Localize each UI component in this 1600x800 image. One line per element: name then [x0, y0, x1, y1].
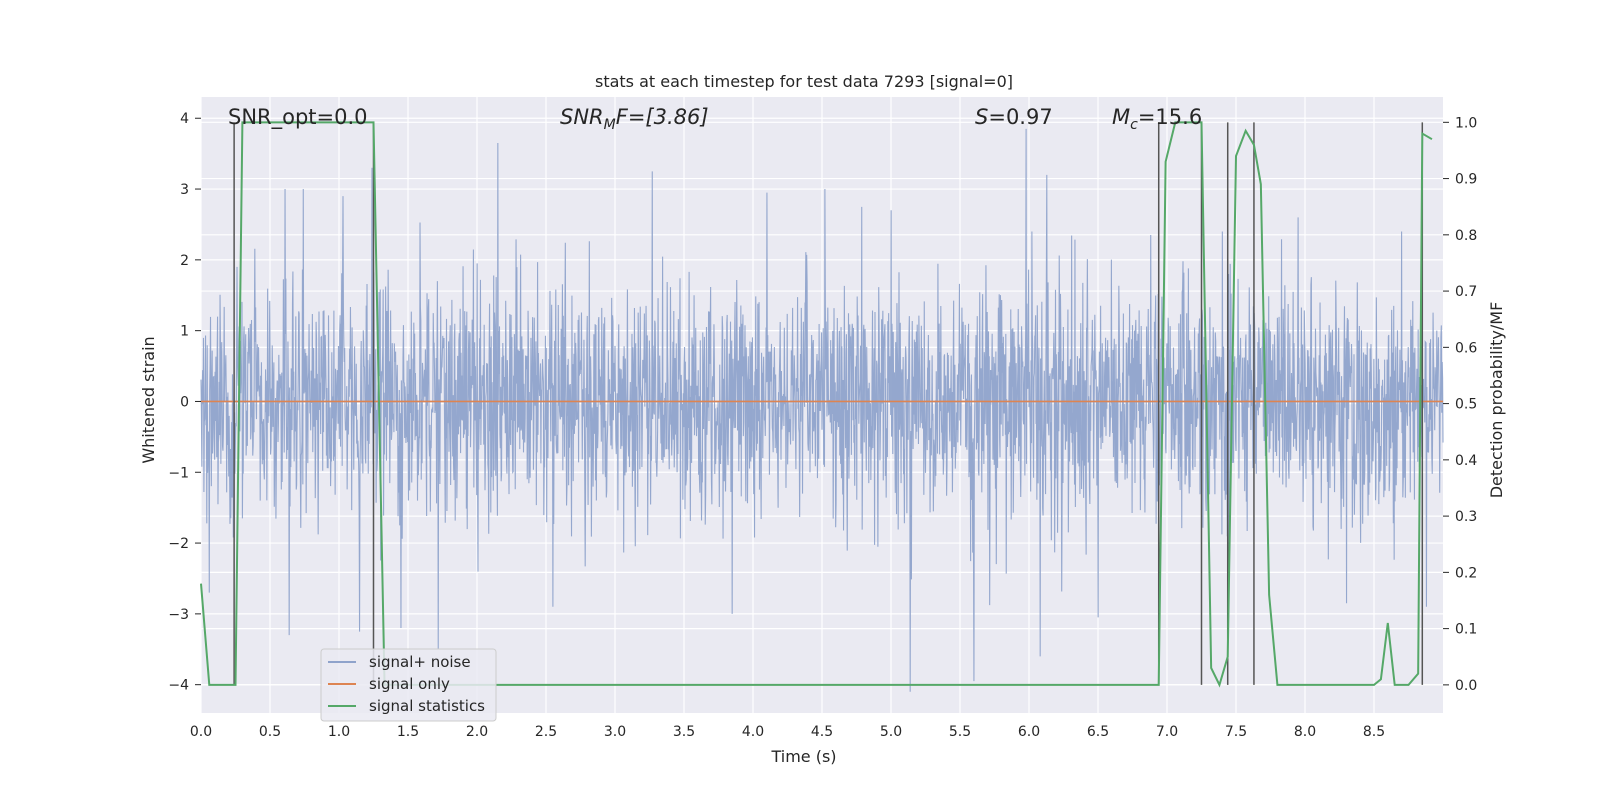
x-tick-label: 0.0	[190, 724, 212, 740]
x-tick-label: 7.5	[1225, 724, 1247, 740]
x-tick-label: 6.0	[1018, 724, 1040, 740]
legend-label-signal-noise: signal+ noise	[369, 653, 471, 671]
y-tick-label: −3	[168, 607, 189, 623]
mc-annotation: Mc=15.6	[1112, 105, 1202, 133]
snr-mf-value: F=[3.86]	[616, 105, 709, 129]
y-right-tick-label: 0.3	[1455, 509, 1477, 525]
chart-title: stats at each timestep for test data 729…	[595, 72, 1013, 91]
y-tick-label: 1	[180, 324, 189, 340]
s-value: =0.97	[988, 105, 1052, 129]
x-tick-label: 8.0	[1294, 724, 1316, 740]
y-right-tick-label: 0.8	[1455, 228, 1477, 244]
y-right-tick-label: 1.0	[1455, 115, 1477, 131]
x-tick-label: 3.5	[673, 724, 695, 740]
x-tick-label: 0.5	[259, 724, 281, 740]
mc-value: =15.6	[1138, 105, 1202, 129]
y-right-tick-label: 0.5	[1455, 397, 1477, 413]
snr-mf-annotation: SNRMF=[3.86]	[560, 105, 709, 133]
x-tick-label: 7.0	[1156, 724, 1178, 740]
x-axis-label: Time (s)	[770, 747, 836, 766]
y-right-tick-label: 0.7	[1455, 284, 1477, 300]
legend-label-signal-only: signal only	[369, 675, 450, 693]
mc-prefix: M	[1112, 105, 1130, 129]
y-right-tick-label: 0.4	[1455, 453, 1477, 469]
x-tick-label: 4.0	[742, 724, 764, 740]
y-right-tick-label: 0.9	[1455, 172, 1477, 188]
legend-label-signal-statistics: signal statistics	[369, 697, 485, 715]
y-tick-label: 3	[180, 182, 189, 198]
x-tick-label: 5.5	[949, 724, 971, 740]
s-annotation: S=0.97	[975, 105, 1053, 129]
x-tick-label: 2.5	[535, 724, 557, 740]
s-prefix: S	[975, 105, 988, 129]
x-tick-label: 2.0	[466, 724, 488, 740]
y-right-tick-label: 0.1	[1455, 622, 1477, 638]
x-tick-label: 8.5	[1363, 724, 1385, 740]
x-tick-label: 1.0	[328, 724, 350, 740]
x-tick-label: 1.5	[397, 724, 419, 740]
y-tick-label: −1	[168, 465, 189, 481]
x-tick-label: 4.5	[811, 724, 833, 740]
y-tick-label: 2	[180, 253, 189, 269]
y-axis-label: Whitened strain	[139, 336, 158, 463]
y-right-tick-label: 0.2	[1455, 565, 1477, 581]
x-tick-label: 3.0	[604, 724, 626, 740]
y-tick-label: 0	[180, 394, 189, 410]
y-tick-label: −4	[168, 678, 189, 694]
y-axis-right-label: Detection probability/MF	[1487, 302, 1506, 499]
snr-mf-prefix: SNR	[560, 105, 604, 129]
snr-mf-subscript: M	[604, 117, 616, 133]
y-tick-label: 4	[180, 111, 189, 127]
y-right-tick-label: 0.0	[1455, 678, 1477, 694]
x-tick-label: 6.5	[1087, 724, 1109, 740]
y-tick-label: −2	[168, 536, 189, 552]
snr-opt-annotation: SNR_opt=0.0	[228, 105, 368, 130]
y-right-tick-label: 0.6	[1455, 340, 1477, 356]
legend: signal+ noise signal only signal statist…	[321, 649, 496, 721]
x-tick-label: 5.0	[880, 724, 902, 740]
